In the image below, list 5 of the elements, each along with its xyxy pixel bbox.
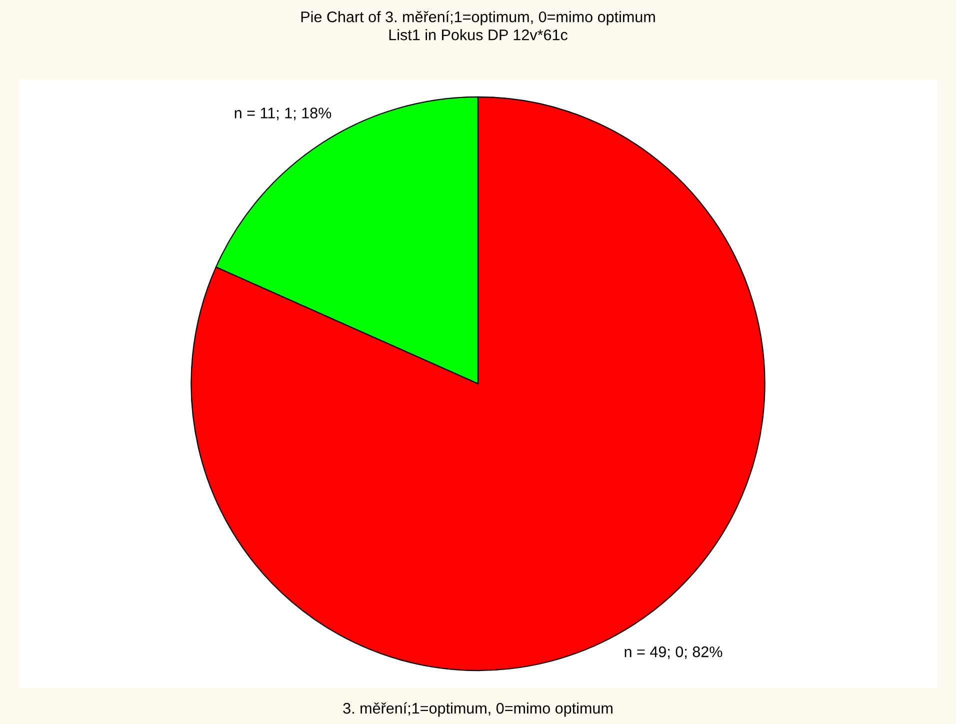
data-label: n = 49; 0; 82%	[624, 646, 722, 660]
chart-title: Pie Chart of 3. měření;1=optimum, 0=mimo optimum	[301, 10, 655, 26]
text: 3. měření;1=optimum, 0=mimo optimum	[343, 702, 612, 717]
data-label: n = 11; 1; 18%	[234, 108, 332, 120]
chart-subtitle: List1 in Pokus DP 12v*61c	[389, 29, 568, 40]
